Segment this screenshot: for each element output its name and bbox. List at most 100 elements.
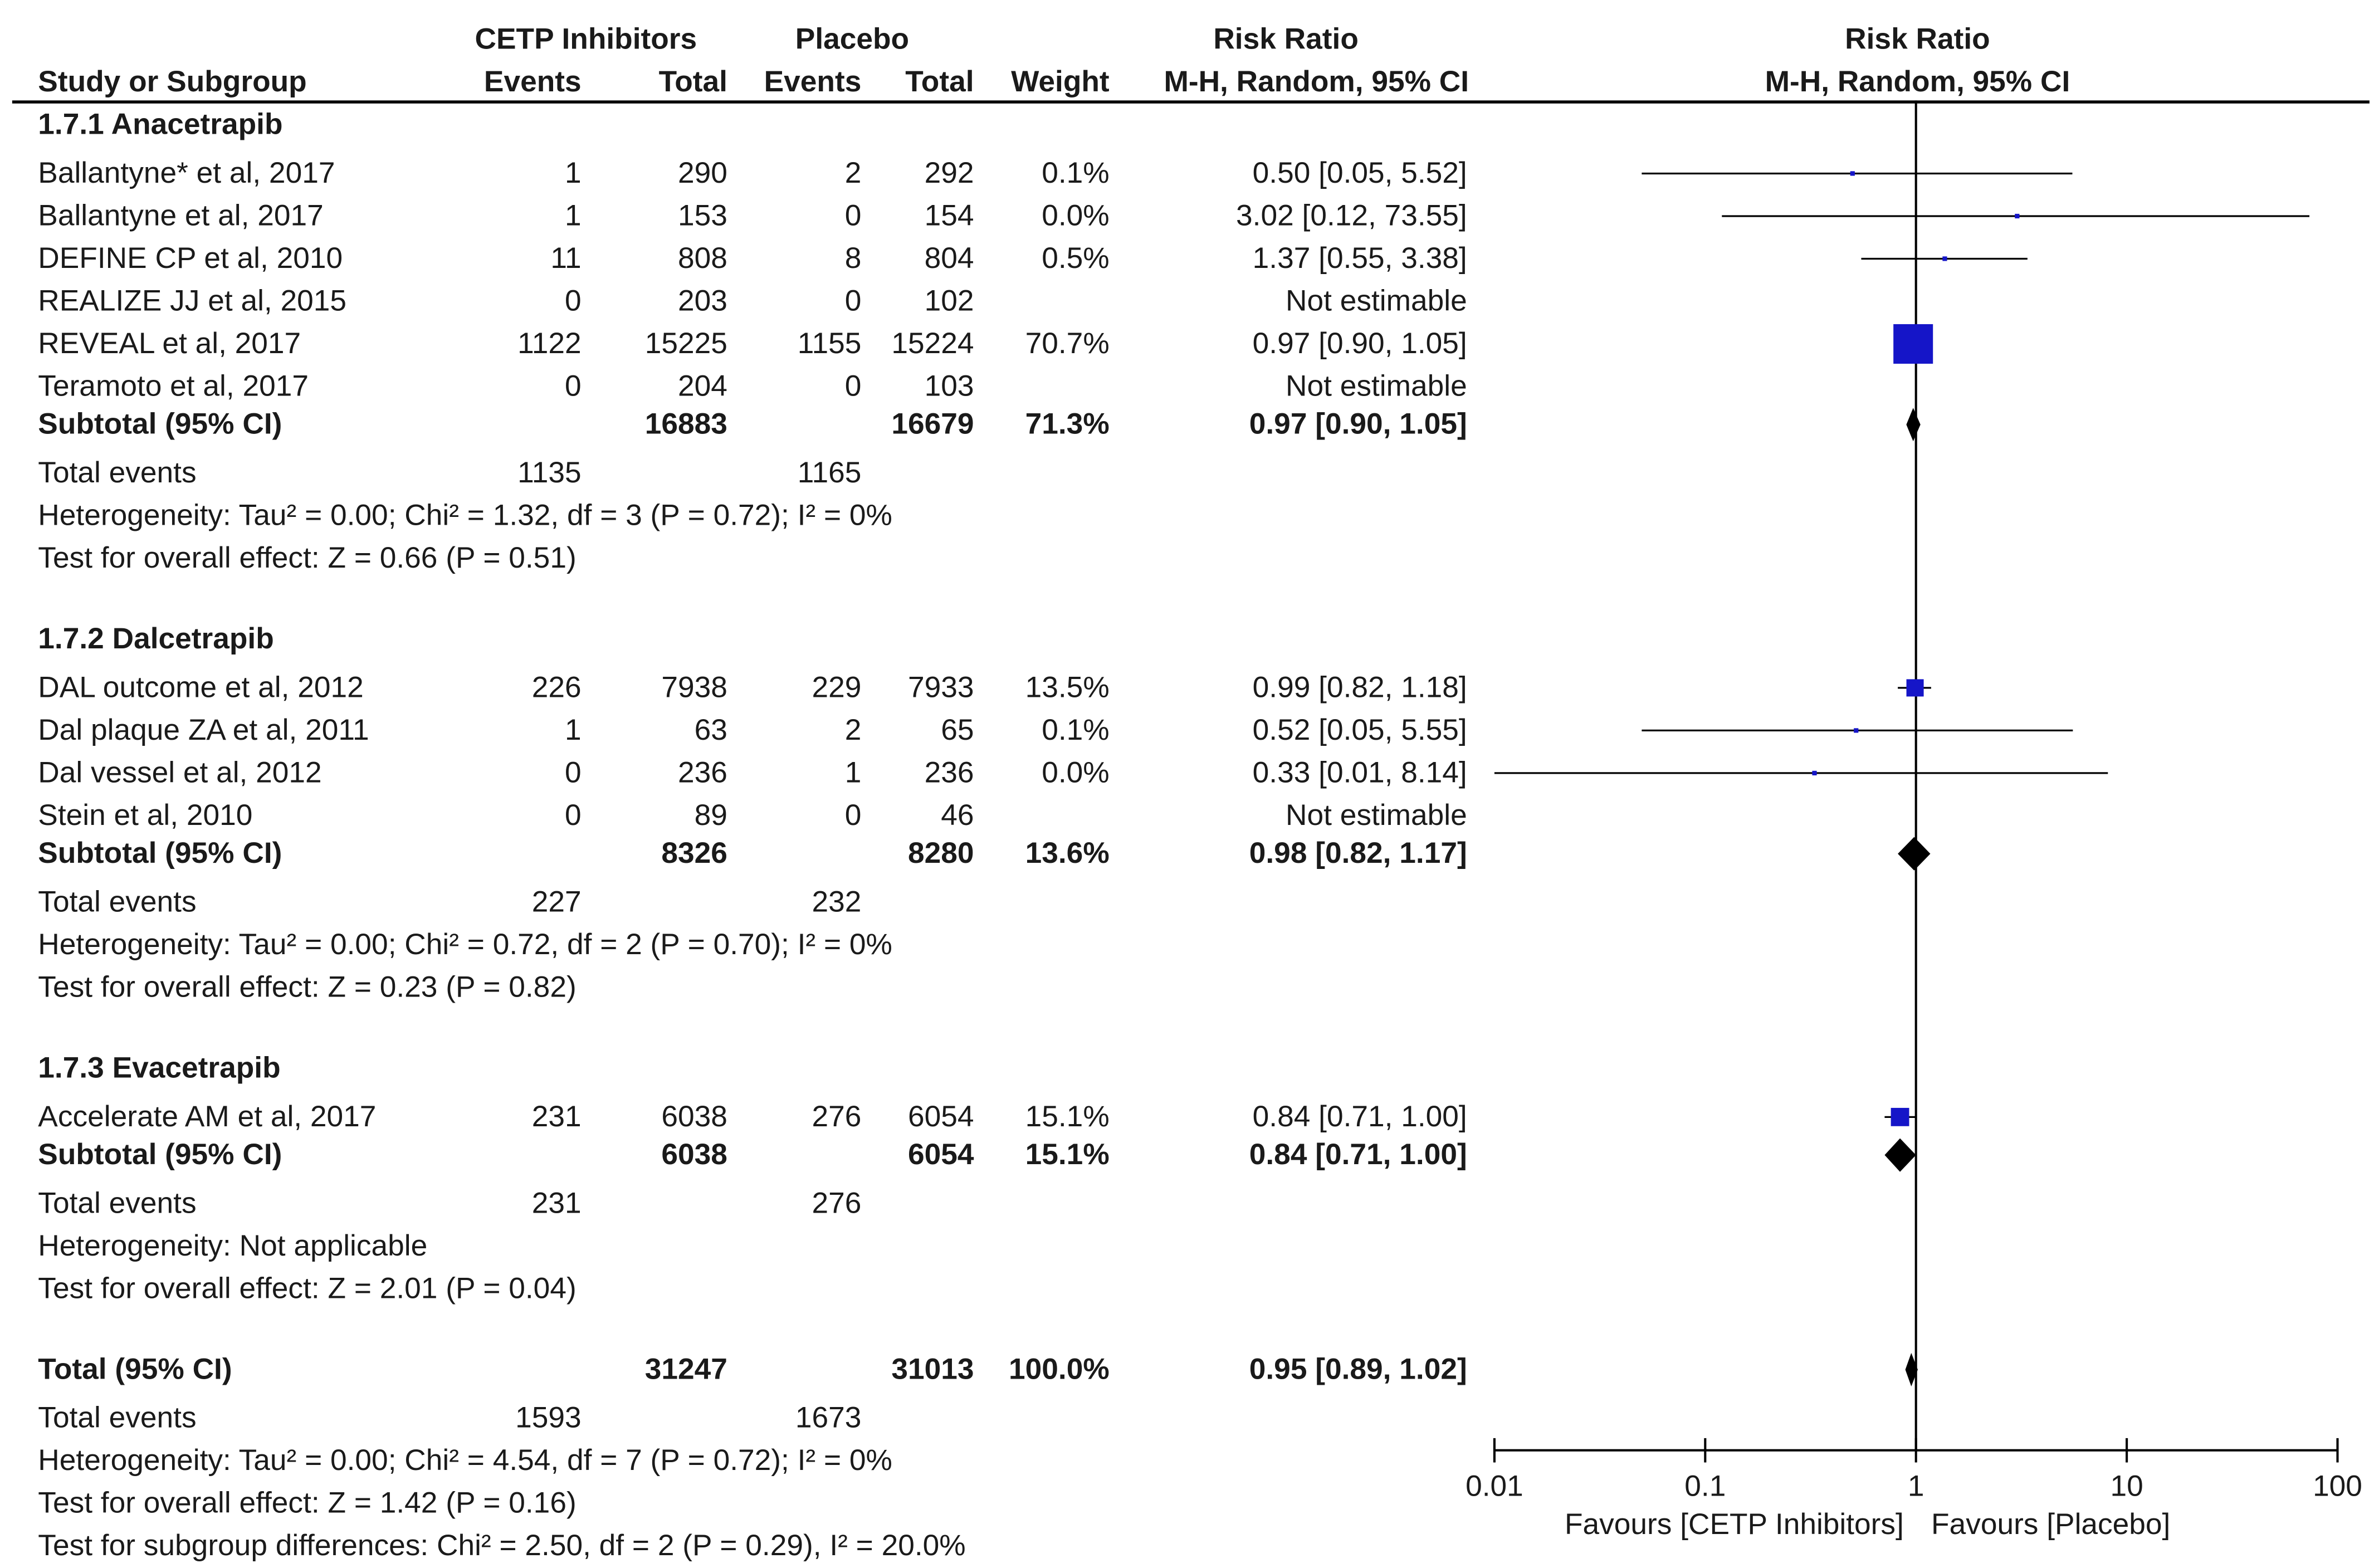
study-name: Accelerate AM et al, 2017 [38,1100,377,1134]
total-events-1: 227 [531,886,582,920]
study-name: Dal vessel et al, 2012 [38,756,322,790]
total-1: 203 [678,284,727,319]
total-events-2: 276 [812,1187,862,1221]
study-name: Ballantyne et al, 2017 [38,199,324,233]
plot-header-title: Risk Ratio [1845,22,1990,57]
events-1: 11 [550,242,582,276]
favours-right-label: Favours [Placebo] [1931,1508,2170,1541]
weight: 0.0% [1042,756,1110,790]
subtotal-weight: 13.6% [1025,837,1110,871]
total-events-label: Total events [38,456,197,490]
study-marker [1893,324,1933,364]
subgroup-heading: 1.7.1 Anacetrapib [38,108,283,142]
subtotal-ci: 0.97 [0.90, 1.05] [1249,408,1467,442]
study-marker [1850,171,1855,176]
overall-effect-text: Test for overall effect: Z = 1.42 (P = 0… [38,1487,577,1521]
total-2: 804 [924,242,974,276]
total-2: 46 [941,799,974,833]
overall-effect-text: Test for overall effect: Z = 2.01 (P = 0… [38,1272,577,1306]
heterogeneity-text: Heterogeneity: Tau² = 0.00; Chi² = 0.72,… [38,928,892,962]
total-2: 103 [924,369,974,404]
total-events-label: Total events [38,1187,197,1221]
total-1: 63 [694,714,727,748]
plot-header-method: M-H, Random, 95% CI [1765,65,2070,99]
study-marker [1891,1107,1909,1126]
header-rr-method: M-H, Random, 95% CI [1164,65,1469,99]
risk-ratio-ci: Not estimable [1286,799,1467,833]
x-axis-tick-label: 0.01 [1466,1470,1523,1503]
heterogeneity-text: Heterogeneity: Not applicable [38,1229,428,1263]
study-marker [1942,256,1947,261]
subgroup-heading: 1.7.3 Evacetrapib [38,1051,281,1085]
events-1: 231 [531,1100,582,1134]
study-marker [1854,728,1859,733]
events-1: 1 [564,157,582,190]
study-marker [1812,770,1817,776]
subtotal-ci: 0.98 [0.82, 1.17] [1249,837,1467,871]
grand-total-ci: 0.95 [0.89, 1.02] [1249,1352,1467,1386]
events-2: 1 [844,756,862,790]
study-name: REVEAL et al, 2017 [38,327,301,361]
grand-total-2: 31013 [891,1352,974,1386]
header-rr-title: Risk Ratio [1213,22,1359,57]
events-1: 1122 [517,327,582,361]
total-events-2: 1673 [795,1401,862,1435]
risk-ratio-ci: 0.52 [0.05, 5.55] [1252,714,1467,748]
subtotal-total-1: 16883 [644,408,727,442]
study-marker [2015,213,2020,219]
study-name: Teramoto et al, 2017 [38,369,309,404]
weight: 70.7% [1025,327,1110,361]
total-events-1: 231 [531,1187,582,1221]
subtotal-label: Subtotal (95% CI) [38,837,282,871]
weight: 13.5% [1025,671,1110,705]
subgroup-heading: 1.7.2 Dalcetrapib [38,622,274,656]
subgroup-differences-text: Test for subgroup differences: Chi² = 2.… [38,1529,966,1563]
total-1: 6038 [661,1100,727,1134]
weight: 15.1% [1025,1100,1110,1134]
events-2: 0 [844,199,862,233]
events-1: 226 [531,671,582,705]
weight: 0.5% [1042,242,1110,276]
overall-effect-text: Test for overall effect: Z = 0.66 (P = 0… [38,541,577,575]
total-2: 15224 [891,327,974,361]
total-2: 292 [924,157,974,190]
total-1: 204 [678,369,727,404]
risk-ratio-ci: 0.97 [0.90, 1.05] [1252,327,1467,361]
grand-total-1: 31247 [644,1352,727,1386]
total-events-2: 232 [812,886,862,920]
weight: 0.1% [1042,714,1110,748]
risk-ratio-ci: 0.99 [0.82, 1.18] [1252,671,1467,705]
study-name: REALIZE JJ et al, 2015 [38,284,347,319]
header-rule [12,100,2370,103]
header-group2: Placebo [795,22,910,57]
total-1: 290 [678,157,727,190]
subtotal-weight: 15.1% [1025,1138,1110,1172]
events-2: 2 [844,714,862,748]
events-2: 229 [812,671,862,705]
x-axis-tick-label: 10 [2110,1470,2143,1503]
total-1: 7938 [661,671,727,705]
total-1: 89 [694,799,727,833]
x-axis-tick-label: 100 [2313,1470,2362,1503]
risk-ratio-ci: Not estimable [1286,284,1467,319]
events-1: 0 [564,284,582,319]
header-study: Study or Subgroup [38,65,307,99]
risk-ratio-ci: 0.50 [0.05, 5.52] [1252,157,1467,190]
events-2: 1155 [797,327,862,361]
header-weight: Weight [1011,65,1110,99]
subtotal-total-1: 6038 [661,1138,727,1172]
total-1: 236 [678,756,727,790]
favours-left-label: Favours [CETP Inhibitors] [1565,1508,1904,1541]
total-2: 102 [924,284,974,319]
total-2: 236 [924,756,974,790]
risk-ratio-ci: 0.33 [0.01, 8.14] [1252,756,1467,790]
total-1: 15225 [644,327,727,361]
summary-diamond [1905,1352,1918,1386]
subtotal-weight: 71.3% [1025,408,1110,442]
subtotal-label: Subtotal (95% CI) [38,1138,282,1172]
events-2: 0 [844,369,862,404]
total-1: 808 [678,242,727,276]
total-events-label: Total events [38,1401,197,1435]
header-events1: Events [483,65,582,99]
